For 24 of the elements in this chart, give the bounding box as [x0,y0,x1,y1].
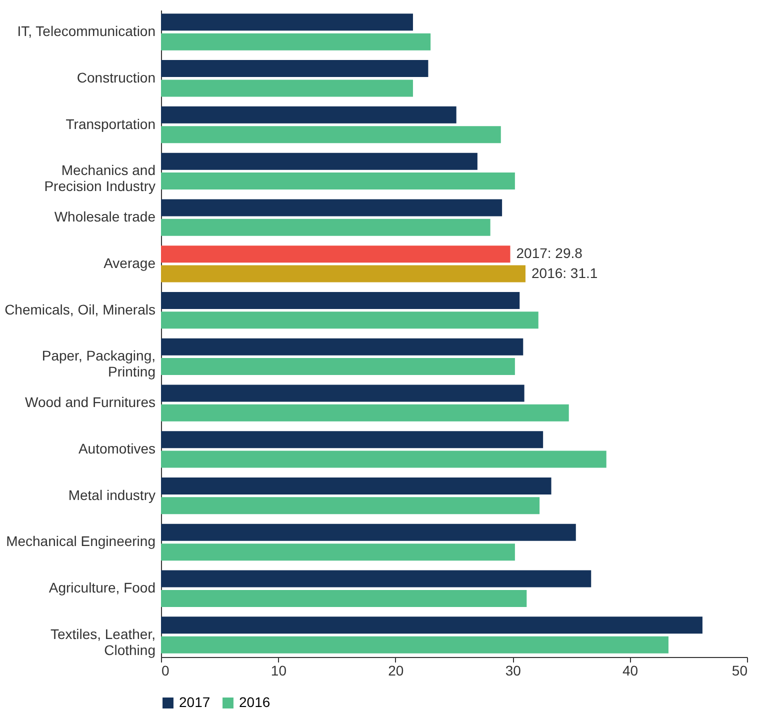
y-tick-label: Textiles, Leather, Clothing [50,626,156,658]
data-label: 2017: 29.8 [516,245,583,262]
legend-label: 2016 [239,694,270,710]
y-tick-label: Mechanical Engineering [6,533,156,550]
x-tick-label: 10 [270,662,287,678]
y-tick-label: Construction [76,69,156,86]
y-tick-label: Mechanics and Precision Industry [44,162,156,194]
y-tick-label: IT, Telecommunication [17,23,156,40]
y-tick-label: Chemicals, Oil, Minerals [4,301,156,318]
x-tick-label: 50 [732,662,748,678]
x-tick-label: 0 [162,662,170,678]
y-tick-label: Wood and Furnitures [25,394,156,410]
legend-label: 2017 [179,694,210,710]
y-tick-label: Agriculture, Food [48,580,156,596]
y-tick-label: Automotives [78,440,156,456]
x-tick-label: 30 [505,662,522,678]
y-tick-label: Metal industry [68,486,156,503]
y-tick-label: Wholesale trade [54,208,156,225]
y-tick-label: Average [104,254,156,271]
y-tick-label: Paper, Packaging, Printing [42,348,156,380]
x-tick-label: 20 [388,662,404,678]
y-tick-label: Transportation [66,116,156,132]
data-label: 2016: 31.1 [531,264,598,281]
x-tick-label: 40 [622,662,638,678]
